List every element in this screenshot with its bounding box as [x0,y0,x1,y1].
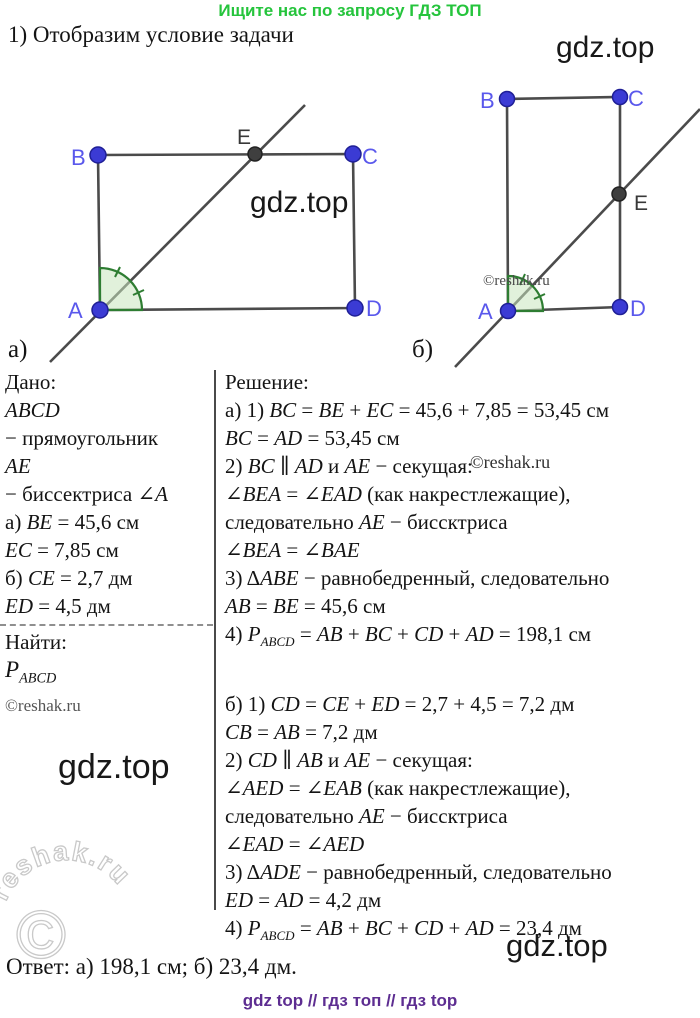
perimeter-a-pre: 4) P [225,622,261,646]
label-C: C [362,144,378,169]
figure-b: B C A D E ©reshak.ru [454,86,700,368]
solution-line: ED = AD = 4,2 дм [225,888,382,913]
point-D [346,299,364,317]
solution-line: 3) ΔABE − равнобедренный, следовательно [225,566,610,590]
find-title: Найти: [5,630,67,654]
point-E [247,146,263,162]
point-D [611,298,629,316]
footer-links[interactable]: gdz top // гдз топ // гдз top [242,991,458,1010]
solution-line: а) 1) BC = BE + EC = 45,6 + 7,85 = 53,45… [225,398,609,422]
label-C: C [628,86,644,111]
perimeter-a-rest: = AB + BC + CD + AD = 198,1 см [294,622,592,646]
solution-line: BC = AD = 53,45 см [225,426,400,450]
given-line: ED = 4,5 дм [5,594,111,618]
column-divider [214,370,216,910]
reshak-watermark-solution: ©reshak.ru [470,452,551,472]
given-line: − прямоугольник [5,426,159,450]
given-line: EC = 7,85 см [5,538,119,562]
solution-line: ∠EAD = ∠AED [225,832,365,857]
gdz-watermark-left-column: gdz.top [58,748,170,786]
label-A: A [478,299,493,324]
solution-title: Решение: [225,370,309,394]
gdz-watermark-figure-a: gdz.top [250,186,348,219]
point-E [611,186,627,202]
solution-line-perimeter-a: 4) PABCD = AB + BC + CD + AD = 198,1 см [225,620,700,656]
perimeter-b-pre: 4) P [225,916,261,941]
gdz-watermark-top-right: gdz.top [556,31,655,64]
perimeter-b-rest: = AB + BC + CD + AD = 23,4 дм [294,916,582,941]
label-E: E [634,192,648,215]
figure-a-caption: а) [8,336,28,363]
point-C [611,88,629,106]
reshak-outline-watermark: reshak.ru © [0,838,137,974]
copyright-icon: © [16,897,66,973]
solution-line: 3) ΔADE − равнобедренный, следовательно [225,860,612,885]
rectangle-a [96,152,357,312]
given-find-divider [0,624,213,626]
perimeter-symbol: P [5,657,20,682]
solution-line-perimeter-b: 4) PABCD = AB + BC + CD + AD = 23,4 дм [225,914,700,950]
given-line: а) BE = 45,6 см [5,510,140,534]
given-line: б) CE = 2,7 дм [5,566,133,590]
angle-tick-b2 [533,293,546,300]
angle-tick-a1 [114,266,121,278]
find-symbol: PABCD [5,656,213,693]
point-B [498,90,516,108]
figure-a: B C A D E gdz.top [49,104,382,363]
point-A [91,301,109,319]
given-line: ABCD [5,398,60,422]
solution-line: 2) CD ∥ AB и AE − секущая: [225,748,473,773]
intro-line: 1) Отобразим условие задачи [8,22,294,47]
gdz-watermark-bottom-right: gdz.top [506,928,608,963]
given-line: − биссектриса ∠A [5,482,168,506]
given-title: Дано: [5,370,57,394]
perimeter-subscript: ABCD [19,670,57,687]
solution-section: Решение: а) 1) BC = BE + EC = 45,6 + 7,8… [225,368,700,950]
solution-line: следовательно AE − биссктриса [225,510,508,534]
given-section: Дано: ABCD − прямоугольник AE − биссектр… [0,368,213,719]
solution-line: AB = BE = 45,6 см [225,594,386,618]
answer-line: Ответ: а) 198,1 см; б) 23,4 дм. [6,954,297,979]
reshak-arc-text: reshak.ru [0,838,137,905]
bisector-line-b [454,108,700,368]
label-B: B [480,88,495,113]
label-B: B [71,145,86,170]
solution-line: б) 1) CD = CE + ED = 2,7 + 4,5 = 7,2 дм [225,692,575,717]
perimeter-a-sub: ABCD [260,634,295,650]
point-B [89,146,107,164]
bisector-line-a [49,104,306,363]
label-D: D [630,296,646,321]
reshak-watermark-figure-b: ©reshak.ru [483,273,550,289]
angle-arc-a [98,266,144,312]
reshak-watermark-left: ©reshak.ru [5,695,81,715]
angle-arc-b [506,274,545,313]
promo-banner: Ищите нас по запросу ГДЗ ТОП [218,1,482,20]
label-A: A [68,298,83,323]
given-line: AE [5,454,31,478]
point-C [344,145,362,163]
angle-tick-a2 [132,289,145,296]
label-D: D [366,296,382,321]
solution-line: следовательно AE − биссктриса [225,804,508,829]
solution-line: ∠BEA = ∠BAE [225,538,360,562]
solution-line: ∠AED = ∠EAB (как накрестлежащие), [225,776,571,801]
solution-line: CB = AB = 7,2 дм [225,720,378,745]
point-A [499,302,517,320]
angle-tick-b1 [519,273,526,286]
label-E: E [237,126,251,149]
perimeter-b-sub: ABCD [260,928,295,944]
solution-line: 2) BC ∥ AD и AE − секущая: [225,454,473,478]
solution-part-b: б) 1) CD = CE + ED = 2,7 + 4,5 = 7,2 дм … [225,690,700,950]
solution-line: ∠BEA = ∠EAD (как накрестлежащие), [225,482,571,506]
figure-b-caption: б) [412,336,434,363]
